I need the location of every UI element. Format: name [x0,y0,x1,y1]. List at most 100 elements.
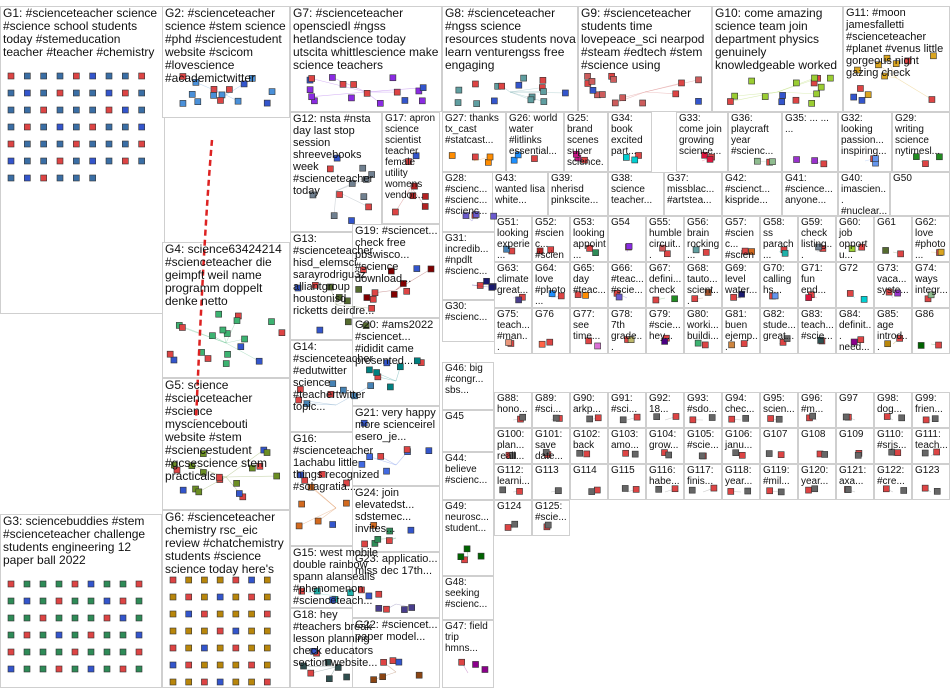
group-tiny[interactable]: G91: #sci... [608,392,646,428]
group-small[interactable]: G59: check listing... [798,216,836,262]
group-g10[interactable]: G10: come amazing science team join depa… [712,6,843,112]
group-g2[interactable]: G2: #scienceteacher science #stem scienc… [162,6,290,118]
group-g22[interactable]: G22: #sciencet... paper model... [352,618,440,688]
group-g46[interactable]: G46: big #congr... sbs... [442,362,494,410]
group-g35[interactable]: G35: ... ... ... [782,112,838,172]
group-small[interactable]: G85: age introd... [874,308,912,354]
group-g33[interactable]: G33: come join growing science... [676,112,728,172]
group-small[interactable]: G57: #scienc... #scienc... [722,216,760,262]
group-small[interactable]: G73: vaca... syste... [874,262,912,308]
group-small[interactable]: G62: love #photo... [912,216,950,262]
group-small[interactable]: G83: teach... #scie... [798,308,836,354]
group-small[interactable]: G72 [836,262,874,308]
group-small[interactable]: G52: #scienc... #scienc... [532,216,570,262]
group-small[interactable]: G66: #teac... #scie... [608,262,646,308]
group-tiny[interactable]: G114 [570,464,608,500]
group-small[interactable]: G64: love #photo... [532,262,570,308]
group-small[interactable]: G71: fun end... [798,262,836,308]
group-g23[interactable]: G23: applicatio... miss dec 17th... [352,552,440,618]
group-small[interactable]: G56: brain rocking... [684,216,722,262]
group-tiny[interactable]: G104: grow... [646,428,684,464]
group-tiny[interactable]: G101: save date... [532,428,570,464]
group-g15[interactable]: G15: west mobile double rainbow spann al… [290,546,382,608]
group-small[interactable]: G60: job opportu... budeha... [836,216,874,262]
group-g41[interactable]: G41: #science... anyone... [782,172,838,216]
group-g27[interactable]: G27: thanks tx_cast #statcast... [442,112,506,172]
group-tiny[interactable]: G103: amo... [608,428,646,464]
group-tiny[interactable]: G88: hono... [494,392,532,428]
group-g42[interactable]: G42: #scienct... kispride... [722,172,782,216]
group-g30[interactable]: G30: #scienc... [442,300,502,342]
group-g32[interactable]: G32: looking passion... inspiring... [838,112,892,172]
group-small[interactable]: G70: calling hs... [760,262,798,308]
group-g4[interactable]: G4: science63424214 #scienceteacher die … [162,242,290,378]
group-small[interactable]: G58: ss parach... tested... [760,216,798,262]
group-tiny[interactable]: G89: #sci... [532,392,570,428]
group-tiny[interactable]: G99: frien... [912,392,950,428]
group-tiny[interactable]: G96: #m... [798,392,836,428]
group-small[interactable]: G81: buen ejemp... [722,308,760,354]
group-small[interactable]: G76 [532,308,570,354]
group-g12[interactable]: G12: nsta #nsta day last stop session sh… [290,112,382,232]
group-tiny[interactable]: G105: #scie... [684,428,722,464]
group-tiny[interactable]: G98: dog... [874,392,912,428]
group-g39[interactable]: G39: nherisd pinkscite... [548,172,608,216]
group-g19[interactable]: G19: #sciencet... check free pbswisco...… [352,224,440,318]
group-small[interactable]: G68: tauto... scient... [684,262,722,308]
group-tiny[interactable]: G109 [836,428,874,464]
group-small[interactable]: G54 [608,216,646,262]
group-g7[interactable]: G7: #scienceteacher opensciedl #ngss het… [290,6,442,112]
group-tiny[interactable]: G122: #cre... [874,464,912,500]
group-g50[interactable]: G50 [890,172,950,216]
group-g47[interactable]: G47: field trip hmns... [442,620,494,688]
group-tiny[interactable]: G113 [532,464,570,500]
group-g8[interactable]: G8: #scienceteacher #ngss science resour… [442,6,578,112]
group-small[interactable]: G80: worki... buildi... [684,308,722,354]
group-tiny[interactable]: G102: back [570,428,608,464]
group-tiny[interactable]: G112: learni... [494,464,532,500]
group-g43[interactable]: G43: wanted lisa white... [492,172,548,216]
group-g28[interactable]: G28: #scienc... #scienc... #scienc... [442,172,502,232]
group-small[interactable]: G63: climate great... [494,262,532,308]
group-tiny[interactable]: G117: finis... [684,464,722,500]
group-g17[interactable]: G17: apron science scientist teacher fem… [382,112,440,224]
group-small[interactable]: G69: level water... [722,262,760,308]
group-tiny[interactable]: G120: year... [798,464,836,500]
group-small[interactable]: G84: definit... need... [836,308,874,354]
group-small[interactable]: G55: humble circuit... [646,216,684,262]
group-tiny[interactable]: G116: habe... [646,464,684,500]
group-tiny[interactable]: G125: #scie... [532,500,570,536]
group-small[interactable]: G82: stude... great... [760,308,798,354]
group-small[interactable]: G78: 7th grade... [608,308,646,354]
group-g13[interactable]: G13: #scienceteacher hisd_elemsci sarayr… [290,232,382,340]
group-g29[interactable]: G29: writing science nytimesl... [892,112,950,172]
group-g21[interactable]: G21: very happy more scienceirel esero_j… [352,406,440,486]
group-g1[interactable]: G1: #scienceteacher science #science sch… [0,6,165,314]
group-small[interactable]: G75: teach... #man... [494,308,532,354]
group-g49[interactable]: G49: neurosc... student... [442,500,494,576]
group-g34[interactable]: G34: book excited part... [608,112,652,172]
group-g36[interactable]: G36: playcraft year #scienc... [728,112,782,172]
group-tiny[interactable]: G100: plan... reall... [494,428,532,464]
group-tiny[interactable]: G93: #sdo... [684,392,722,428]
group-tiny[interactable]: G108 [798,428,836,464]
group-g45[interactable]: G45 [442,410,494,452]
group-g48[interactable]: G48: seeking #scienc... [442,576,494,620]
group-small[interactable]: G77: see time... [570,308,608,354]
group-g40[interactable]: G40: imascien... #nuclear... [838,172,890,216]
group-tiny[interactable]: G97 [836,392,874,428]
group-g11[interactable]: G11: #moon jamesfalletti #scienceteacher… [843,6,950,112]
group-tiny[interactable]: G92: 18... [646,392,684,428]
group-g3[interactable]: G3: sciencebuddies #stem #scienceteacher… [0,514,162,688]
group-tiny[interactable]: G124 [494,500,532,536]
group-tiny[interactable]: G121: axa... [836,464,874,500]
group-g37[interactable]: G37: missblac... #artstea... [664,172,722,216]
group-g44[interactable]: G44: believe #scienc... [442,452,494,500]
group-tiny[interactable]: G111: teach... [912,428,950,464]
group-g5[interactable]: G5: science #scienceteacher #science mys… [162,378,290,510]
group-small[interactable]: G51: looking experie... [494,216,532,262]
group-tiny[interactable]: G94: chec... [722,392,760,428]
group-small[interactable]: G65: day #teac... [570,262,608,308]
group-tiny[interactable]: G110: #srjs... [874,428,912,464]
group-g25[interactable]: G25: brand scenes super science... [564,112,608,172]
